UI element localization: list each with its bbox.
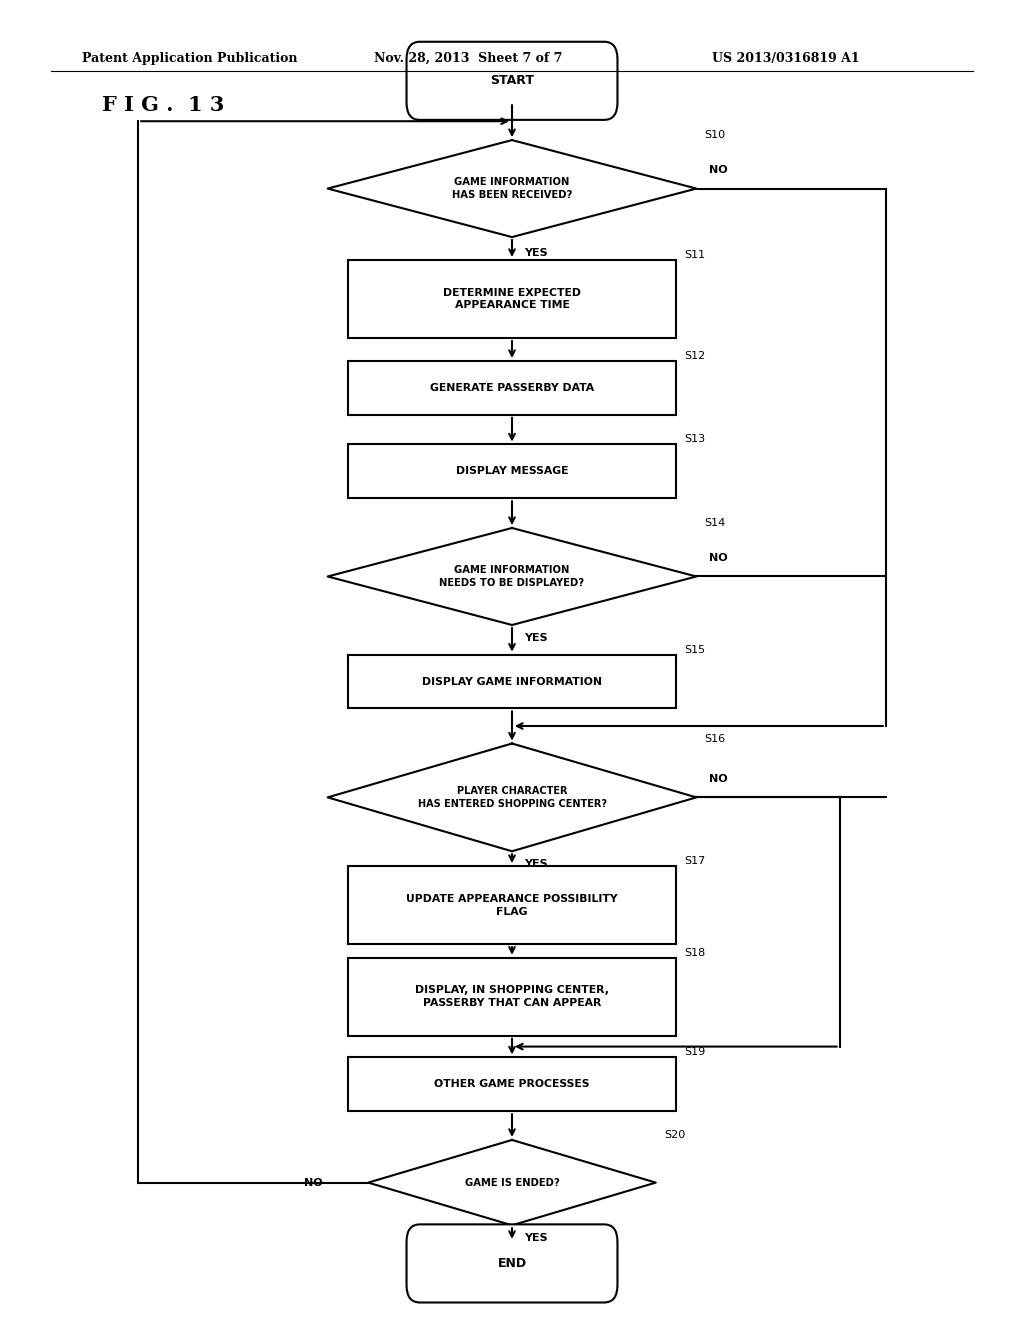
Text: F I G .  1 3: F I G . 1 3 bbox=[102, 95, 225, 115]
Text: GAME IS ENDED?: GAME IS ENDED? bbox=[465, 1177, 559, 1188]
Text: US 2013/0316819 A1: US 2013/0316819 A1 bbox=[712, 51, 859, 65]
Text: DISPLAY GAME INFORMATION: DISPLAY GAME INFORMATION bbox=[422, 677, 602, 686]
FancyBboxPatch shape bbox=[407, 42, 617, 120]
Text: S10: S10 bbox=[705, 131, 726, 140]
Text: GAME INFORMATION
HAS BEEN RECEIVED?: GAME INFORMATION HAS BEEN RECEIVED? bbox=[452, 177, 572, 199]
Text: Nov. 28, 2013  Sheet 7 of 7: Nov. 28, 2013 Sheet 7 of 7 bbox=[374, 51, 562, 65]
Text: NO: NO bbox=[709, 165, 727, 176]
Bar bbox=[348, 260, 676, 338]
Text: NO: NO bbox=[709, 553, 727, 564]
Text: YES: YES bbox=[524, 634, 548, 643]
Bar bbox=[348, 958, 676, 1036]
Text: OTHER GAME PROCESSES: OTHER GAME PROCESSES bbox=[434, 1080, 590, 1089]
Text: DISPLAY, IN SHOPPING CENTER,
PASSERBY THAT CAN APPEAR: DISPLAY, IN SHOPPING CENTER, PASSERBY TH… bbox=[415, 985, 609, 1008]
Text: YES: YES bbox=[524, 248, 548, 257]
Text: S14: S14 bbox=[705, 517, 726, 528]
Text: END: END bbox=[498, 1257, 526, 1270]
Text: GAME INFORMATION
NEEDS TO BE DISPLAYED?: GAME INFORMATION NEEDS TO BE DISPLAYED? bbox=[439, 565, 585, 587]
Text: PLAYER CHARACTER
HAS ENTERED SHOPPING CENTER?: PLAYER CHARACTER HAS ENTERED SHOPPING CE… bbox=[418, 785, 606, 809]
Text: YES: YES bbox=[524, 859, 548, 870]
Text: S19: S19 bbox=[684, 1047, 706, 1057]
Bar bbox=[348, 1057, 676, 1111]
Bar bbox=[348, 655, 676, 709]
Text: S11: S11 bbox=[684, 249, 706, 260]
Text: S17: S17 bbox=[684, 857, 706, 866]
Text: START: START bbox=[490, 74, 534, 87]
Text: S13: S13 bbox=[684, 434, 706, 445]
Text: YES: YES bbox=[524, 1233, 548, 1243]
Text: S16: S16 bbox=[705, 734, 726, 743]
Text: NO: NO bbox=[303, 1177, 323, 1188]
Text: S15: S15 bbox=[684, 644, 706, 655]
Text: UPDATE APPEARANCE POSSIBILITY
FLAG: UPDATE APPEARANCE POSSIBILITY FLAG bbox=[407, 894, 617, 916]
Bar bbox=[348, 445, 676, 499]
Text: NO: NO bbox=[709, 774, 727, 784]
Bar bbox=[348, 360, 676, 414]
Text: S12: S12 bbox=[684, 351, 706, 360]
Text: DETERMINE EXPECTED
APPEARANCE TIME: DETERMINE EXPECTED APPEARANCE TIME bbox=[443, 288, 581, 310]
Bar bbox=[348, 866, 676, 944]
Text: S20: S20 bbox=[664, 1130, 685, 1140]
Text: S18: S18 bbox=[684, 948, 706, 958]
Text: Patent Application Publication: Patent Application Publication bbox=[82, 51, 297, 65]
Text: DISPLAY MESSAGE: DISPLAY MESSAGE bbox=[456, 466, 568, 477]
FancyBboxPatch shape bbox=[407, 1225, 617, 1303]
Text: GENERATE PASSERBY DATA: GENERATE PASSERBY DATA bbox=[430, 383, 594, 393]
